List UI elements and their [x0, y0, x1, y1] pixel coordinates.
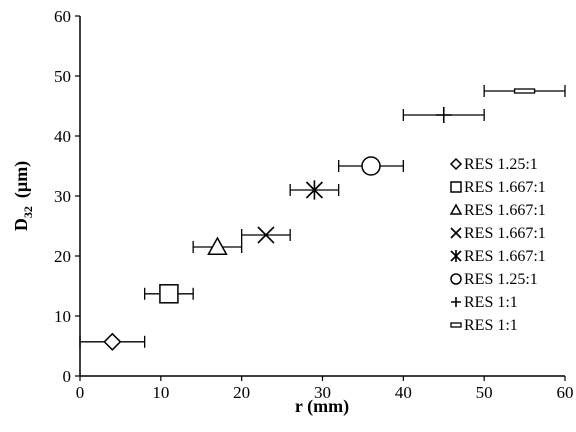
data-point: [144, 284, 194, 304]
legend-marker-plus: [451, 297, 461, 307]
legend-label: RES 1:1: [464, 317, 518, 334]
marker-star: [305, 180, 323, 200]
y-tick-label: 40: [54, 127, 71, 146]
y-tick-label: 20: [54, 247, 71, 266]
data-point: [289, 180, 340, 200]
y-axis-title-unit: (µm): [11, 161, 32, 198]
y-tick-label: 0: [63, 367, 72, 386]
y-axis-title-main: D: [11, 218, 31, 231]
legend-label: RES 1.667:1: [464, 225, 546, 242]
legend-marker-star: [450, 250, 462, 262]
legend-label: RES 1.667:1: [464, 248, 546, 265]
data-point: [192, 236, 243, 255]
x-tick-label: 50: [476, 383, 493, 402]
y-axis-title-subscript: 32: [21, 206, 35, 218]
data-point: [338, 156, 404, 176]
legend-item: RES 1:1: [451, 294, 518, 311]
legend-marker-circle: [450, 273, 462, 285]
x-axis-title: r (mm): [295, 396, 349, 417]
legend-label: RES 1:1: [464, 294, 518, 311]
legend: RES 1.25:1 RES 1.667:1 RES 1.667:1 RES 1.66…: [449, 156, 546, 334]
marker-circle: [361, 156, 381, 176]
legend-marker-diamond: [449, 157, 463, 171]
y-tick-label: 50: [54, 67, 71, 86]
marker-x: [257, 226, 275, 244]
y-tick-label: 10: [54, 307, 71, 326]
marker-plus: [435, 107, 452, 123]
x-tick-label: 30: [314, 383, 331, 402]
marker-triangle: [207, 236, 228, 255]
data-point: [241, 226, 291, 244]
ticks: 0 10 20 30 40 50 60 0 10 20 30 40 50 60: [54, 7, 574, 402]
marker-diamond: [103, 332, 122, 351]
legend-label: RES 1.25:1: [464, 156, 538, 173]
legend-item: RES 1:1: [450, 317, 518, 334]
legend-item: RES 1.25:1: [449, 156, 538, 173]
x-tick-label: 20: [233, 383, 250, 402]
data-point: [483, 85, 566, 97]
marker-square: [159, 284, 179, 304]
data-points: [79, 85, 566, 351]
legend-item: RES 1.667:1: [450, 179, 546, 196]
legend-label: RES 1.667:1: [464, 179, 546, 196]
legend-marker-square: [450, 181, 462, 193]
x-tick-label: 10: [152, 383, 169, 402]
data-point: [79, 332, 146, 351]
legend-item: RES 1.25:1: [450, 271, 538, 288]
y-tick-label: 60: [54, 7, 71, 26]
x-tick-label: 0: [76, 383, 85, 402]
legend-marker-x: [450, 227, 462, 239]
legend-marker-dash: [450, 322, 462, 328]
x-tick-label: 60: [557, 383, 574, 402]
y-axis-title: D32 (µm): [11, 161, 35, 231]
data-point: [402, 107, 485, 123]
marker-dash: [513, 88, 536, 94]
legend-item: RES 1.667:1: [449, 202, 546, 219]
legend-marker-triangle: [449, 203, 463, 215]
x-tick-label: 40: [395, 383, 412, 402]
legend-label: RES 1.667:1: [464, 202, 546, 219]
legend-item: RES 1.667:1: [450, 225, 546, 242]
legend-label: RES 1.25:1: [464, 271, 538, 288]
y-tick-label: 30: [54, 187, 71, 206]
legend-item: RES 1.667:1: [450, 248, 546, 265]
